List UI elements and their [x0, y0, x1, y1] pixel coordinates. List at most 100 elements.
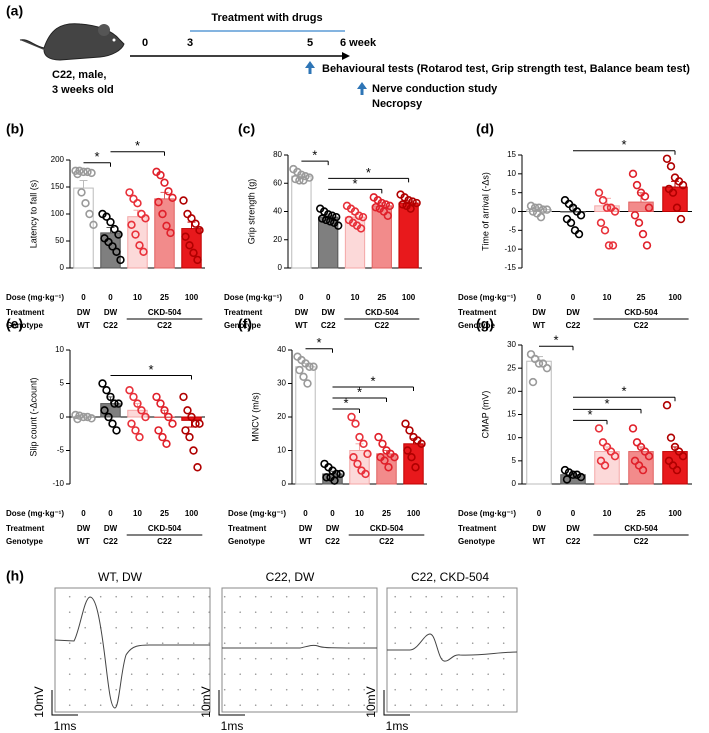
dose-label: Dose (mg·kg⁻¹)	[458, 293, 516, 302]
data-point	[116, 255, 125, 265]
treatment: DW	[299, 524, 313, 533]
data-point	[154, 426, 163, 435]
panel-label: (e)	[6, 316, 23, 332]
y-tick-label: -10	[504, 244, 516, 253]
nerve-text: Nerve conduction study	[372, 83, 498, 95]
data-point	[566, 218, 576, 228]
data-point	[610, 207, 620, 216]
trace	[222, 644, 378, 649]
data-point	[112, 426, 121, 435]
data-point	[193, 255, 202, 265]
genotype-label: Genotype	[224, 321, 261, 330]
data-point	[568, 470, 578, 479]
genotype: C22	[321, 321, 336, 330]
data-point	[185, 241, 194, 250]
data-point	[156, 399, 165, 408]
genotype: C22	[566, 321, 581, 330]
data-point	[127, 220, 136, 230]
x-tick-label: 0	[108, 509, 113, 518]
dose-label: Dose (mg·kg⁻¹)	[6, 509, 64, 518]
data-point	[412, 198, 421, 208]
panel-label: (d)	[476, 121, 494, 137]
data-point	[594, 188, 604, 197]
data-point	[168, 193, 177, 203]
data-point	[179, 392, 188, 402]
data-point	[295, 176, 304, 185]
data-point	[371, 203, 380, 212]
data-point	[301, 171, 310, 181]
y-tick-label: -15	[504, 263, 516, 272]
data-point	[106, 392, 115, 402]
data-point	[322, 473, 331, 482]
data-point	[628, 424, 638, 433]
mouse-ear	[98, 24, 110, 36]
data-point	[195, 419, 204, 428]
data-point	[164, 412, 173, 422]
mouse-text: C22, male,	[52, 69, 106, 81]
data-point	[351, 419, 360, 428]
bar	[291, 175, 312, 269]
y-tick-label: 25	[507, 363, 516, 372]
bar	[295, 366, 316, 485]
scale-line	[51, 690, 78, 716]
data-point	[303, 379, 312, 388]
genotype: C22	[157, 537, 172, 546]
data-point	[106, 217, 115, 227]
panel-label: (h)	[6, 568, 24, 584]
x-tick-label: 25	[160, 293, 169, 302]
data-point	[576, 211, 586, 220]
data-point	[594, 424, 604, 433]
treatment-label: Treatment	[6, 524, 45, 533]
data-point	[678, 452, 688, 461]
x-tick-label: 0	[571, 293, 576, 302]
data-point	[407, 453, 416, 462]
y-tick-label: 80	[273, 150, 282, 159]
bar	[154, 198, 175, 269]
data-point	[634, 218, 644, 228]
dose-label: Dose (mg·kg⁻¹)	[458, 509, 516, 518]
treatment: DW	[322, 308, 336, 317]
scale-line	[218, 690, 245, 716]
x-tick-label: 100	[668, 509, 682, 518]
data-point	[110, 399, 119, 408]
data-point	[638, 229, 648, 239]
week-label: 3	[187, 37, 193, 49]
y-tick-label: 50	[55, 236, 64, 245]
data-point	[98, 379, 107, 388]
data-point	[73, 169, 82, 179]
data-point	[77, 188, 86, 197]
data-point	[678, 180, 688, 190]
data-point	[380, 456, 389, 465]
significance-label: *	[366, 165, 371, 180]
genotype: C22	[157, 321, 172, 330]
genotype-label: Genotype	[458, 537, 495, 546]
data-point	[189, 446, 198, 455]
data-point	[528, 207, 538, 216]
y-axis-label: CMAP (mV)	[480, 391, 490, 439]
significance-label: *	[621, 137, 626, 152]
significance-label: *	[312, 148, 317, 163]
treatment-label: Treatment	[224, 308, 263, 317]
genotype: WT	[77, 537, 90, 546]
treatment: DW	[566, 308, 580, 317]
data-point	[347, 412, 356, 422]
dose-label: Dose (mg·kg⁻¹)	[224, 293, 282, 302]
genotype: C22	[325, 537, 340, 546]
data-point	[125, 188, 134, 197]
data-point	[353, 459, 362, 469]
data-point	[102, 386, 111, 395]
y-tick-label: 30	[507, 340, 516, 349]
scale-y: 10mV	[364, 686, 378, 717]
data-point	[330, 476, 339, 485]
data-point	[600, 226, 610, 235]
panel-label: (c)	[238, 121, 255, 137]
y-tick-label: -5	[509, 225, 517, 234]
data-point	[164, 187, 173, 196]
genotype-label: Genotype	[6, 537, 43, 546]
data-point	[81, 199, 90, 208]
data-point	[100, 406, 109, 415]
treatment: DW	[532, 524, 546, 533]
x-tick-label: 10	[351, 293, 360, 302]
data-point	[336, 469, 345, 479]
